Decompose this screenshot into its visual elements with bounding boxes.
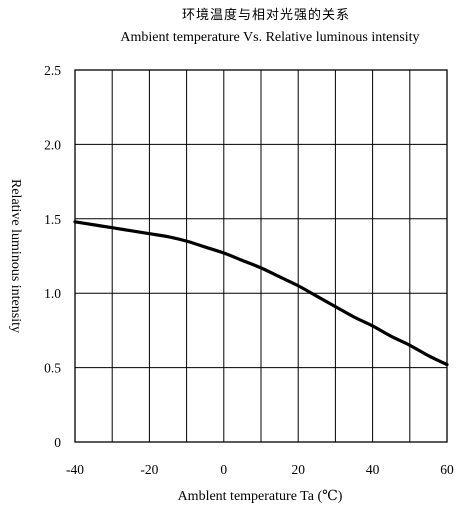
grid [75, 70, 447, 442]
x-tick-label: 40 [366, 462, 380, 477]
x-tick-label: 20 [291, 462, 305, 477]
y-tick-labels: 0 0.5 1.0 1.5 2.0 2.5 [44, 63, 61, 450]
y-tick-label: 0.5 [44, 361, 61, 376]
y-tick-label: 2.5 [44, 63, 61, 78]
plot-frame [74, 69, 448, 443]
series-line [73, 220, 449, 367]
x-axis-label: Amblent temperature Ta (℃) [178, 489, 343, 504]
y-tick-label: 0 [54, 435, 61, 450]
y-tick-label: 1.5 [44, 212, 61, 227]
y-axis-label: Relative luminous intensity [8, 179, 23, 333]
x-tick-label: -20 [140, 462, 158, 477]
x-tick-labels: -40 -20 0 20 40 60 [66, 462, 454, 477]
y-tick-label: 1.0 [44, 286, 61, 301]
x-tick-label: 0 [220, 462, 227, 477]
chart-title-cn: 环境温度与相对光强的关系 [182, 7, 350, 22]
x-tick-label: 60 [440, 462, 454, 477]
chart-title: Ambient temperature Vs. Relative luminou… [120, 30, 419, 45]
x-tick-label: -40 [66, 462, 84, 477]
y-tick-label: 2.0 [44, 137, 61, 152]
